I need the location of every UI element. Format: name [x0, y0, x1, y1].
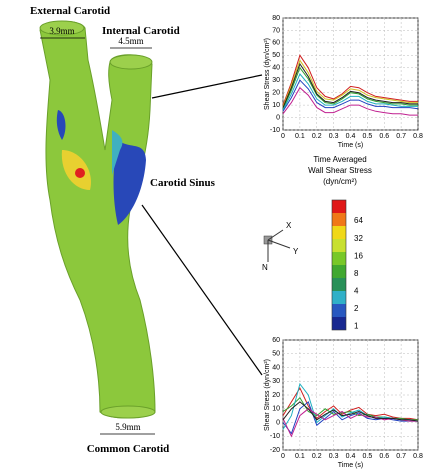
colorbar-swatch: [332, 252, 346, 265]
colorbar-label: 16: [354, 251, 363, 260]
axis-y: Y: [293, 247, 299, 256]
colorbar-swatch: [332, 304, 346, 317]
y-tick-label: -10: [270, 433, 280, 440]
x-tick-label: 0.3: [329, 453, 339, 460]
y-axis-label: Shear Stress (dyn/cm²): [264, 38, 271, 110]
y-tick-label: 30: [272, 77, 280, 84]
axis-z: N: [262, 263, 268, 272]
sinus-label: Carotid Sinus: [150, 177, 216, 189]
y-tick-label: 0: [276, 419, 280, 426]
y-tick-label: 50: [272, 52, 280, 59]
axis-x: X: [286, 221, 292, 230]
y-tick-label: 10: [272, 406, 280, 413]
y-tick-label: -10: [270, 127, 280, 134]
colorbar-swatch: [332, 239, 346, 252]
x-tick-label: 0.2: [312, 453, 322, 460]
figure: External Carotid Internal Carotid 3.9mm …: [0, 0, 423, 471]
dimension: 5.9mm: [115, 422, 140, 432]
colorbar-swatch: [332, 317, 346, 330]
y-tick-label: 50: [272, 351, 280, 358]
triad-arrow: [268, 230, 283, 240]
x-tick-label: 0.6: [379, 453, 389, 460]
colorbar-label: 1: [354, 322, 359, 331]
colorbar-label: 8: [354, 269, 359, 278]
y-tick-label: 30: [272, 378, 280, 385]
colorbar-label: 32: [354, 234, 363, 243]
x-tick-label: 0.1: [295, 453, 305, 460]
y-tick-label: 40: [272, 364, 280, 371]
y-tick-label: 60: [272, 40, 280, 47]
y-tick-label: 60: [272, 337, 280, 344]
dimension: 3.9mm: [49, 26, 74, 36]
common-label: Common Carotid: [87, 443, 170, 455]
x-tick-label: 0.8: [413, 133, 423, 140]
x-tick-label: 0.4: [346, 133, 356, 140]
x-axis-label: Time (s): [338, 462, 363, 469]
x-tick-label: 0.4: [346, 453, 356, 460]
colorbar-swatch: [332, 213, 346, 226]
y-tick-label: 20: [272, 392, 280, 399]
x-tick-label: 0.7: [396, 453, 406, 460]
internal-opening: [110, 55, 152, 69]
y-tick-label: 10: [272, 102, 280, 109]
y-tick-label: 20: [272, 90, 280, 97]
colorbar-title: (dyn/cm²): [323, 177, 357, 186]
x-tick-label: 0.5: [363, 133, 373, 140]
y-tick-label: 40: [272, 65, 280, 72]
dimension: 4.5mm: [118, 36, 143, 46]
common-opening: [101, 406, 155, 418]
x-tick-label: 0.3: [329, 133, 339, 140]
colorbar-label: 2: [354, 304, 359, 313]
y-axis-label: Shear Stress (dyn/cm²): [264, 359, 271, 431]
y-tick-label: 80: [272, 15, 280, 22]
vessel: [40, 21, 155, 418]
colorbar-swatch: [332, 278, 346, 291]
leader-line: [152, 75, 262, 98]
y-tick-label: 0: [276, 114, 280, 121]
axis-triad: X Y N: [262, 221, 299, 272]
x-tick-label: 0: [281, 453, 285, 460]
colorbar-title: Time Averaged: [313, 155, 366, 164]
x-tick-label: 0.7: [396, 133, 406, 140]
y-tick-label: 70: [272, 27, 280, 34]
x-tick-label: 0.6: [379, 133, 389, 140]
colorbar-swatch: [332, 291, 346, 304]
x-tick-label: 0: [281, 133, 285, 140]
y-tick-label: -20: [270, 447, 280, 454]
colorbar-label: 4: [354, 286, 359, 295]
x-tick-label: 0.2: [312, 133, 322, 140]
colorbar-swatch: [332, 226, 346, 239]
x-tick-label: 0.5: [363, 453, 373, 460]
colorbar-label: 64: [354, 216, 363, 225]
colorbar-title: Wall Shear Stress: [308, 166, 372, 175]
colorbar-swatch: [332, 200, 346, 213]
x-axis-label: Time (s): [338, 142, 363, 149]
external-label: External Carotid: [30, 5, 110, 17]
x-tick-label: 0.1: [295, 133, 305, 140]
colorbar-swatch: [332, 265, 346, 278]
x-tick-label: 0.8: [413, 453, 423, 460]
red-spot: [75, 168, 85, 178]
leader-line: [142, 205, 262, 375]
